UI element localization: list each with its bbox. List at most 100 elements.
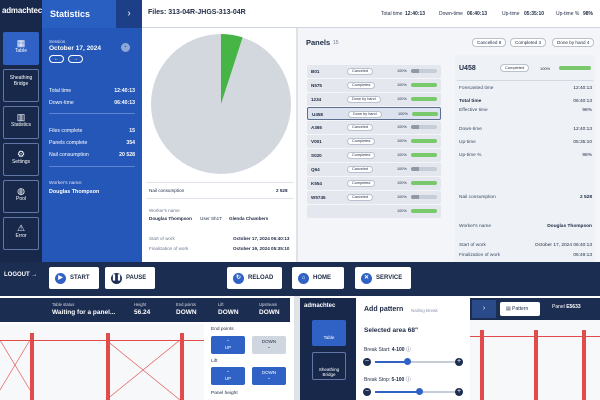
status-badge: Completed [347, 138, 376, 145]
mini-nav-table[interactable]: Table [312, 320, 346, 346]
divider [146, 182, 294, 183]
trash-icon[interactable]: ▪ [121, 43, 130, 52]
sidebar-item-sheathing-bridge[interactable]: Sheathing Bridge [3, 69, 39, 102]
endpoints-down-button[interactable]: DOWN ⌄ [252, 336, 286, 354]
filter-cancelled[interactable]: Cancelled 8 [472, 38, 507, 47]
panel-id: B01 [311, 69, 320, 74]
down-label: Down-time [459, 127, 482, 132]
panels-count: 15 [333, 40, 339, 46]
worker-3: Glenda Chambers [229, 216, 269, 221]
detail-worker-value: Douglas Thompson [547, 224, 592, 229]
logout-button[interactable]: LOGOUT → [4, 272, 38, 278]
gear-icon: ⚙ [16, 149, 26, 159]
break-start-slider[interactable] [375, 361, 455, 363]
file-title: Files: 313-04R-JHGS-313-04R [148, 9, 246, 16]
mini-nav-sheathing[interactable]: Sheathing Bridge [312, 352, 346, 380]
progress-bar [411, 125, 437, 129]
reload-button[interactable]: ↻ RELOAD [227, 267, 282, 289]
filter-completed[interactable]: Completed 3 [510, 38, 547, 47]
panel-id: K554 [311, 181, 322, 186]
status-badge: Completed [347, 152, 376, 159]
panel-row[interactable]: N575 Completed 100% [307, 79, 441, 92]
prev-session-button[interactable]: ← [49, 55, 64, 63]
service-button[interactable]: ✕ SERVICE [355, 267, 411, 289]
detail-id: U458 [459, 65, 476, 72]
dialog-subtitle: Nailing Break [411, 308, 438, 313]
height-label: Height [134, 302, 147, 307]
minus-icon[interactable]: − [363, 388, 371, 396]
chevron-right-icon[interactable]: › [472, 300, 496, 318]
uppct-label: Up-time % [459, 153, 482, 158]
break-start-knob[interactable] [404, 358, 411, 365]
play-icon: ▶ [55, 272, 66, 284]
progress-bar [412, 112, 438, 116]
table-status-value: Waiting for a panel... [52, 309, 116, 316]
chevron-down-icon: ⌄ [267, 375, 271, 380]
filter-done-by-hand[interactable]: Done by hand 4 [552, 38, 595, 47]
frame-diagonals [0, 339, 181, 400]
worker-1: Douglas Thompson [149, 216, 192, 221]
detail-status-badge: Completed [500, 64, 530, 72]
lift-down-button[interactable]: DOWN ⌄ [252, 367, 286, 385]
panel-id: U458 [312, 112, 323, 117]
progress-fill [411, 97, 437, 101]
pattern-button[interactable]: ▤ Pattern [500, 302, 540, 316]
panel-pct: 100% [397, 125, 407, 129]
panel-id: N575 [311, 83, 322, 88]
sidebar-item-table[interactable]: ▦ Table [3, 32, 39, 65]
sidebar-item-statistics[interactable]: ▥ Statistics [3, 106, 39, 139]
panel-row[interactable]: K554 Completed 100% [307, 177, 441, 190]
stud [480, 330, 484, 400]
panel-row[interactable]: 100% [307, 205, 441, 218]
plus-icon[interactable]: + [455, 388, 463, 396]
up-value: 05:35:10 [573, 140, 592, 145]
stat-down-time: Down-time 06:40:13 [49, 100, 135, 106]
stud [534, 330, 538, 400]
endpoints-up-button[interactable]: ⌃ UP [211, 336, 245, 354]
progress-bar [411, 195, 437, 199]
detail-pct: 100% [540, 66, 551, 71]
final-value: October 19, 2024 05:35:10 [233, 246, 290, 251]
pause-button[interactable]: ❚❚ PAUSE [105, 267, 155, 289]
progress-fill [411, 139, 437, 143]
panel-row[interactable]: U458 Done by hand 100% [307, 107, 441, 120]
lift-up-button[interactable]: ⌃ UP [211, 367, 245, 385]
divider [146, 198, 294, 199]
sidebar-item-settings[interactable]: ⚙ Settings [3, 143, 39, 176]
sidebar-item-pool[interactable]: ◍ Pool [3, 180, 39, 213]
sidebar-item-label: Statistics [10, 122, 31, 128]
final-label: Finalization of work [149, 246, 189, 251]
panel-row[interactable]: 1234 Done by hand 100% [307, 93, 441, 106]
next-session-button[interactable]: → [68, 55, 83, 63]
panel-height-label: Panel height [211, 391, 238, 396]
frame-canvas [0, 324, 204, 400]
panel-id: Q64 [311, 167, 320, 172]
detail-nail-label: Nail consumption [459, 195, 496, 200]
panel-row[interactable]: Q64 Canceled 100% [307, 163, 441, 176]
home-button[interactable]: ⌂ HOME [292, 267, 344, 289]
sidebar-item-label: Settings [11, 159, 31, 165]
pie-chart [151, 34, 291, 174]
break-stop-knob[interactable] [416, 388, 423, 395]
panel-pct: 100% [397, 153, 407, 157]
stat-files-complete: Files complete 15 [49, 128, 135, 134]
sidebar-item-error[interactable]: ⚠ Error [3, 217, 39, 250]
panel-row[interactable]: W5745 Canceled 100% [307, 191, 441, 204]
panel-row[interactable]: V001 Completed 100% [307, 135, 441, 148]
panel-row[interactable]: B01 Canceled 100% [307, 65, 441, 78]
reload-icon: ↻ [233, 272, 244, 284]
panel-row[interactable]: A365 Canceled 100% [307, 121, 441, 134]
up-time-pct-value: 98% [583, 11, 594, 17]
status-badge: Done by hand [348, 111, 382, 118]
plus-icon[interactable]: + [455, 358, 463, 366]
lift-label: Lift [218, 302, 224, 307]
start-button[interactable]: ▶ START [49, 267, 99, 289]
add-pattern-dialog [357, 298, 470, 400]
panel-row[interactable]: S020 Completed 100% [307, 149, 441, 162]
up-time-value: 05:35:10 [524, 11, 545, 17]
up-label: Up-time [459, 140, 476, 145]
total-time-value: 12:40:13 [405, 11, 426, 17]
minus-icon[interactable]: − [363, 358, 371, 366]
chevron-right-icon[interactable]: › [116, 0, 142, 28]
stat-total-time: Total time 12:40:13 [49, 88, 135, 94]
